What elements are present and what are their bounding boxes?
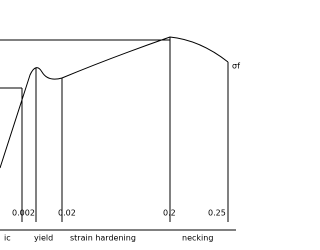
stress-strain-curve — [0, 36, 229, 169]
stress-strain-diagram: σf 0.002 0.02 0.2 0.25 ic yield strain h… — [0, 0, 250, 250]
region-label: yield — [34, 234, 53, 243]
region-label: ic — [4, 234, 11, 243]
region-label: necking — [182, 234, 213, 243]
fracture-label: σf — [232, 62, 240, 71]
strain-tick-label: 0.2 — [163, 209, 176, 218]
strain-tick-label: 0.25 — [208, 209, 226, 218]
region-label: strain hardening — [70, 234, 136, 243]
strain-tick-label: 0.02 — [58, 209, 76, 218]
strain-tick-label: 0.002 — [12, 209, 35, 218]
background — [0, 0, 250, 250]
